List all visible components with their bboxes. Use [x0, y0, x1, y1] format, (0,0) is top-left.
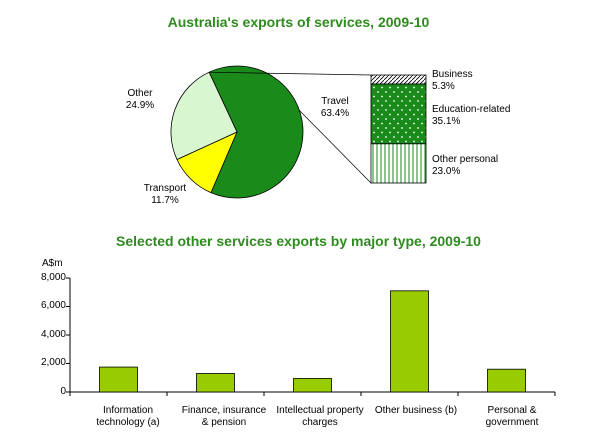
breakdown-segment-education-related: [370, 83, 427, 145]
bar: [390, 290, 429, 393]
breakdown-label-education: Education-related 35.1%: [432, 104, 511, 127]
x-category-label: Intellectual property charges: [276, 405, 364, 428]
bar-chart: [66, 277, 556, 396]
bar: [196, 373, 235, 393]
breakdown-segment-other-personal: [370, 143, 427, 184]
pie-chart: [170, 65, 427, 199]
bar: [487, 368, 526, 393]
pie-label-transport: Transport 11.7%: [143, 183, 187, 206]
pie-slice-travel: [208, 65, 304, 199]
y-tick-label: 8,000: [40, 272, 66, 283]
x-category-label: Finance, insurance & pension: [181, 405, 267, 428]
bar: [99, 366, 138, 393]
y-tick-label: 0: [60, 386, 66, 397]
connector-line: [299, 110, 372, 184]
pie-label-travel: Travel 63.4%: [320, 96, 350, 119]
pie-label-other: Other 24.9%: [125, 88, 155, 111]
bar-chart-title: Selected other services exports by major…: [116, 233, 481, 249]
x-category-label: Personal & government: [485, 405, 539, 428]
breakdown-label-business: Business 5.3%: [432, 69, 473, 92]
breakdown-segment-business: [370, 74, 427, 85]
pie-chart-title: Australia's exports of services, 2009-10: [167, 14, 430, 30]
pie-slice-other: [170, 71, 238, 161]
y-tick-label: 4,000: [40, 329, 66, 340]
y-tick-label: 6,000: [40, 300, 66, 311]
connector-line: [209, 71, 372, 76]
x-category-label: Other business (b): [374, 405, 458, 416]
y-axis-label: A$m: [42, 258, 63, 269]
y-tick-label: 2,000: [40, 357, 66, 368]
x-category-label: Information technology (a): [96, 405, 160, 428]
breakdown-label-other-personal: Other personal 23.0%: [432, 154, 499, 177]
bar: [293, 378, 332, 393]
